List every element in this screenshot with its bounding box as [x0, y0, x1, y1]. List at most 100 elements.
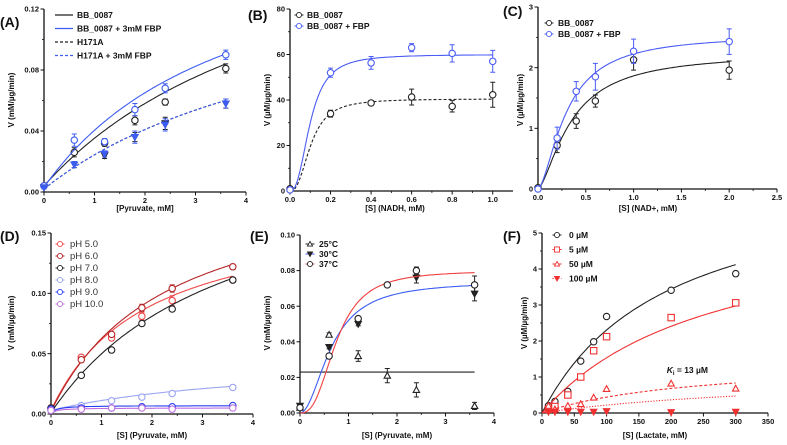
y-axis-label: V (µM/µg/min) — [516, 74, 525, 127]
x-tick-label: 250 — [697, 417, 710, 426]
y-tick-label: 2 — [529, 63, 533, 72]
data-point — [229, 276, 237, 284]
panel-a: 0 1 2 3 4 0.00 0.04 0.08 0.12 (A) [Pyruvate, mM] V … — [0, 5, 249, 213]
legend-label: BB_0087 — [77, 10, 113, 20]
data-point — [576, 408, 585, 417]
data-point — [470, 281, 479, 289]
data-point — [107, 396, 116, 405]
x-axis-label: [S] (Pyruvate, mM) — [117, 431, 188, 440]
x-tick-label: 0.0 — [285, 195, 295, 204]
y-tick-label: 2 — [533, 337, 537, 346]
legend-label: BB_0087 + 3mM FBP — [77, 24, 162, 34]
data-point — [731, 269, 740, 278]
y-axis-label: V (µM/µg/min) — [263, 74, 272, 127]
panel-letter: (E) — [250, 228, 269, 244]
y-tick-label: 0 — [281, 187, 285, 196]
x-tick-label: 2.5 — [772, 193, 782, 202]
legend-label: pH 7.0 — [70, 263, 98, 274]
data-point — [591, 73, 600, 81]
y-axis-label: V (µM/µg/min) — [520, 297, 529, 350]
legend-marker — [57, 264, 64, 271]
y-tick-label: 0.08 — [280, 266, 295, 275]
series-30-c — [295, 271, 479, 414]
data-point — [667, 286, 675, 294]
x-tick-label: 2 — [150, 418, 154, 427]
series-h171a-3mm-fbp — [39, 98, 230, 192]
x-tick-label: 0.8 — [447, 195, 457, 204]
data-point — [488, 91, 497, 99]
y-tick-label: 0.00 — [280, 409, 295, 418]
data-point — [168, 305, 176, 313]
series-25-c — [295, 330, 479, 411]
data-point — [100, 150, 109, 159]
data-point — [107, 404, 116, 412]
data-point — [107, 330, 116, 339]
x-tick-label: 1.0 — [488, 195, 498, 204]
legend-marker — [306, 260, 313, 267]
data-point — [161, 98, 169, 106]
data-point — [589, 346, 598, 355]
ki-annotation: Ki = 13 µM — [667, 365, 708, 377]
data-point — [131, 105, 139, 114]
data-point — [667, 379, 676, 387]
legend-label: 37°C — [319, 259, 338, 269]
legend-marker — [306, 251, 314, 258]
legend-label: BB_0087 + FBP — [558, 29, 621, 39]
data-point — [168, 284, 176, 293]
x-tick-label: 0.4 — [366, 195, 377, 204]
y-tick-label: 0.10 — [31, 289, 46, 298]
x-tick-label: 3 — [443, 417, 447, 426]
x-tick-label: 1 — [92, 196, 96, 205]
legend-marker — [57, 288, 64, 295]
x-tick-label: 0.5 — [581, 193, 591, 202]
fit-curve — [43, 53, 226, 188]
y-tick-label: 60 — [277, 50, 285, 59]
data-point — [602, 408, 611, 416]
legend-label: 100 µM — [569, 274, 598, 284]
data-point — [324, 344, 334, 352]
legend-label: BB_0087 — [307, 10, 343, 20]
data-point — [589, 393, 598, 401]
data-point — [572, 87, 580, 96]
y-axis-label: V (mM/µg/min) — [7, 72, 16, 127]
y-tick-label: 0.04 — [24, 127, 39, 136]
series-100-m — [541, 395, 740, 417]
y-axis-label: V (mM/µg/min) — [7, 295, 16, 350]
data-point — [448, 49, 456, 58]
x-tick-label: 4 — [492, 417, 497, 426]
x-tick-label: 350 — [762, 417, 775, 426]
x-tick-label: 2 — [143, 196, 147, 205]
data-point — [70, 161, 79, 169]
data-point — [589, 408, 598, 417]
data-point — [367, 59, 375, 67]
x-tick-label: 2.0 — [724, 193, 734, 202]
data-point — [70, 136, 79, 144]
y-tick-label: 0.15 — [31, 229, 46, 238]
y-tick-label: 0 — [533, 409, 537, 418]
x-axis-label: [Pyruvate, mM] — [116, 204, 174, 213]
y-tick-label: 0.08 — [24, 66, 39, 75]
x-tick-label: 0.0 — [533, 193, 543, 202]
data-point — [70, 148, 79, 157]
data-point — [138, 319, 146, 328]
data-point — [161, 121, 170, 130]
data-point — [731, 408, 740, 417]
data-point — [296, 403, 304, 412]
panel-letter: (D) — [0, 228, 19, 244]
data-point — [488, 57, 497, 66]
fit-curve — [541, 305, 736, 414]
series-37-c — [296, 266, 479, 414]
data-point — [544, 408, 553, 417]
data-point — [222, 64, 230, 73]
data-point — [367, 99, 375, 107]
y-tick-label: 4 — [533, 265, 538, 274]
data-point — [563, 408, 572, 417]
fit-curve — [289, 98, 493, 192]
y-tick-label: 0.00 — [31, 410, 46, 419]
panel-letter: (C) — [503, 3, 522, 19]
x-axis-label: [S] (NAD+, mM) — [619, 204, 678, 213]
data-point — [77, 355, 86, 364]
data-point — [138, 404, 146, 412]
x-tick-label: 0 — [540, 417, 544, 426]
data-point — [229, 404, 237, 412]
